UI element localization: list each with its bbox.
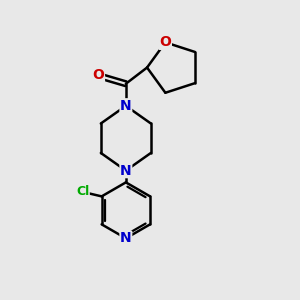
Text: N: N xyxy=(120,99,132,113)
Text: N: N xyxy=(120,231,132,245)
Text: N: N xyxy=(120,164,132,178)
Text: O: O xyxy=(159,35,171,50)
Text: Cl: Cl xyxy=(76,185,89,198)
Text: O: O xyxy=(92,68,104,82)
